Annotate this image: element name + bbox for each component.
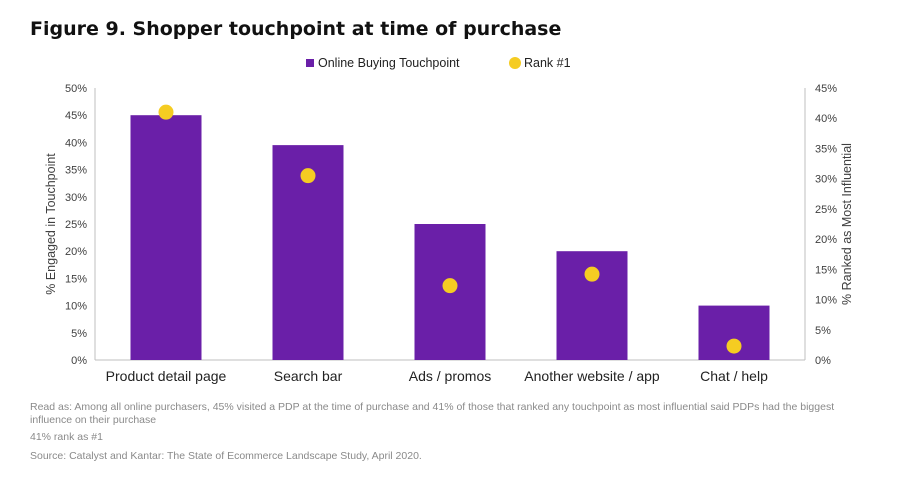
legend-label-markers: Rank #1 bbox=[524, 56, 571, 70]
rank-marker bbox=[158, 104, 174, 120]
y-tick-label-left: 35% bbox=[65, 165, 87, 177]
x-tick-label: Product detail page bbox=[106, 368, 227, 384]
y-tick-label-left: 15% bbox=[65, 273, 87, 285]
x-tick-label: Chat / help bbox=[700, 368, 768, 384]
legend-swatch-bars bbox=[306, 59, 314, 67]
y-tick-label-right: 5% bbox=[815, 325, 831, 337]
y-tick-label-right: 45% bbox=[815, 83, 837, 95]
y-tick-label-right: 0% bbox=[815, 355, 831, 367]
y-tick-label-left: 40% bbox=[65, 137, 87, 149]
combo-bar-chart: 0% 5% 10% 15% 20% 25% 30% 35% 40% 45% 50% 0% 5% 10% 15… bbox=[44, 56, 854, 384]
y-axis-left-title: % Engaged in Touchpoint bbox=[44, 153, 58, 295]
y-tick-label-right: 40% bbox=[815, 113, 837, 125]
y-tick-label-right: 10% bbox=[815, 295, 837, 307]
bar bbox=[130, 115, 202, 360]
y-tick-label-left: 45% bbox=[65, 110, 87, 122]
page-title: Figure 9. Shopper touchpoint at time of … bbox=[30, 18, 562, 40]
y-tick-label-left: 20% bbox=[65, 246, 87, 258]
y-tick-label-left: 50% bbox=[65, 83, 87, 95]
y-tick-label-left: 25% bbox=[65, 219, 87, 231]
read-as-note: Read as: Among all online purchasers, 45… bbox=[30, 401, 835, 426]
rank-marker bbox=[442, 278, 458, 294]
legend-label-bars: Online Buying Touchpoint bbox=[318, 56, 460, 70]
y-tick-label-right: 30% bbox=[815, 174, 837, 186]
x-tick-label: Search bar bbox=[274, 368, 343, 384]
legend-swatch-markers bbox=[509, 57, 521, 69]
y-tick-label-right: 20% bbox=[815, 234, 837, 246]
y-axis-right-title: % Ranked as Most Influential bbox=[840, 143, 854, 305]
y-tick-label-left: 30% bbox=[65, 192, 87, 204]
x-tick-label: Another website / app bbox=[524, 368, 660, 384]
rank-note: 41% rank as #1 bbox=[30, 431, 103, 443]
y-tick-label-left: 10% bbox=[65, 301, 87, 313]
rank-marker bbox=[726, 338, 742, 354]
y-tick-label-left: 0% bbox=[71, 355, 87, 367]
x-tick-label: Ads / promos bbox=[409, 368, 491, 384]
y-tick-label-left: 5% bbox=[71, 328, 87, 340]
rank-marker bbox=[300, 168, 316, 184]
chart-notes: Read as: Among all online purchasers, 45… bbox=[30, 401, 850, 463]
y-tick-label-right: 15% bbox=[815, 264, 837, 276]
source-note: Source: Catalyst and Kantar: The State o… bbox=[30, 450, 422, 462]
y-tick-label-right: 25% bbox=[815, 204, 837, 216]
rank-marker bbox=[584, 266, 600, 282]
y-tick-label-right: 35% bbox=[815, 143, 837, 155]
